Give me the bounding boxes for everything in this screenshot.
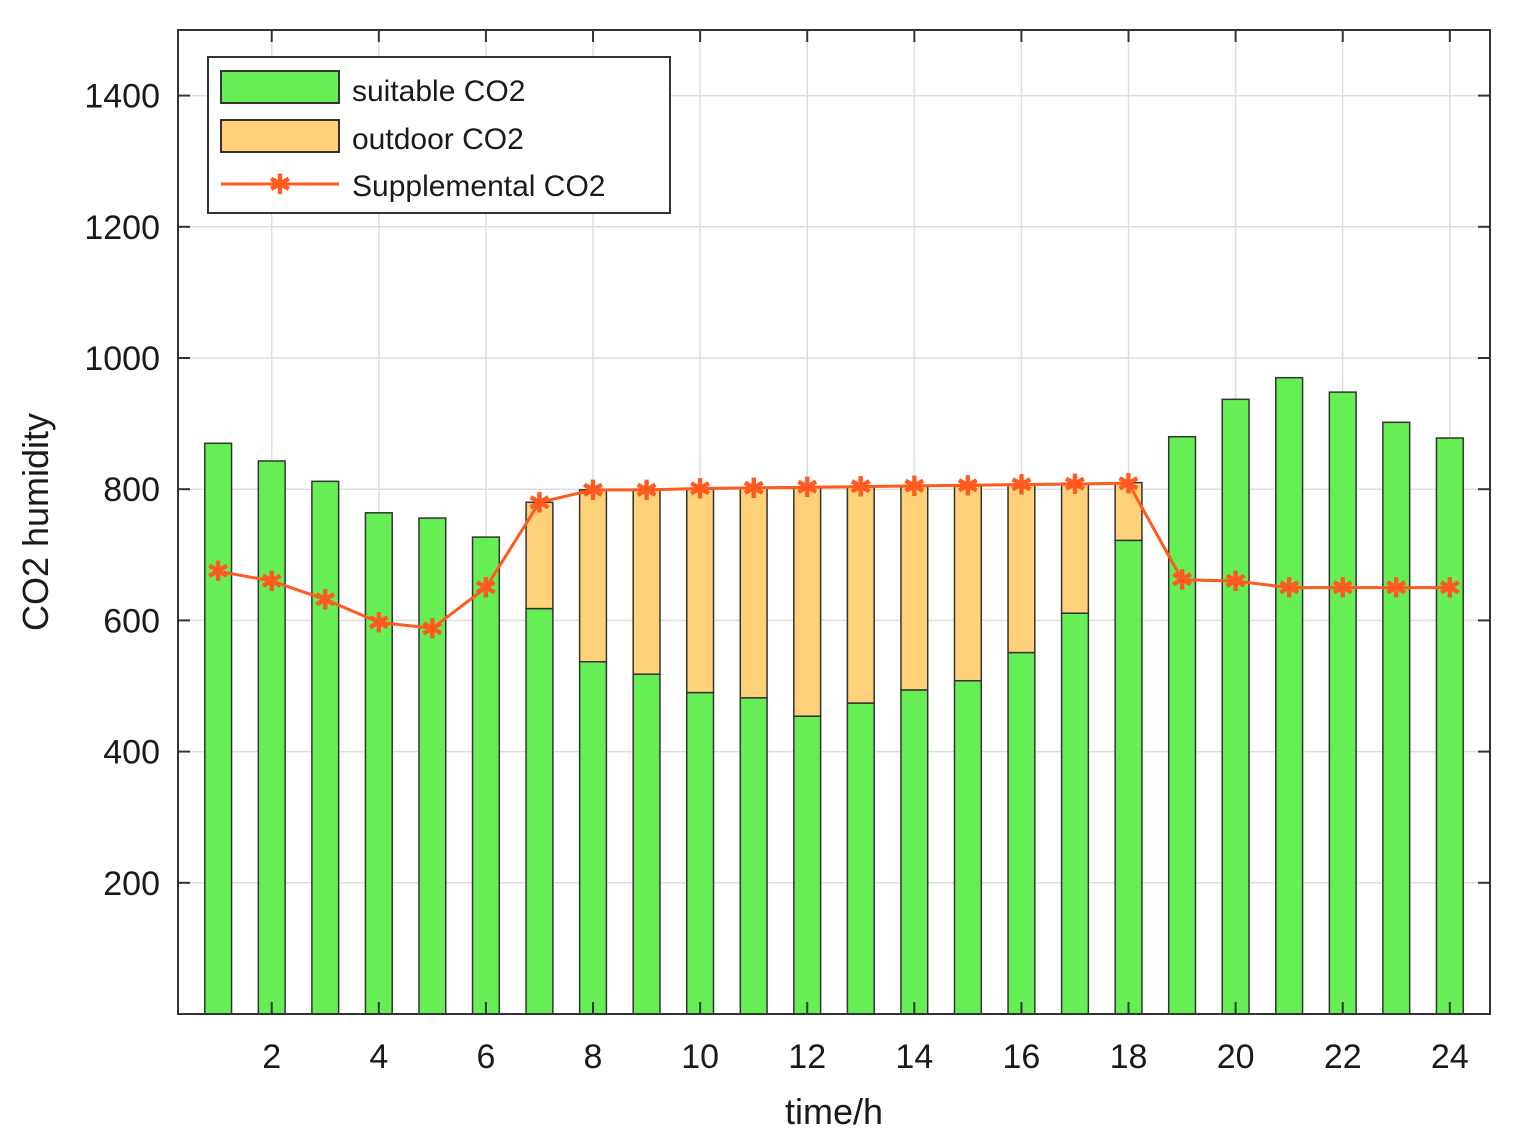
- bar-suitable: [953, 680, 983, 1015]
- supplemental-point: ✱: [849, 471, 872, 504]
- bar-suitable: [685, 691, 715, 1015]
- supplemental-point: ✱: [688, 473, 711, 506]
- y-tick-label: 400: [103, 734, 160, 772]
- bar-outdoor: [578, 489, 608, 663]
- x-tick-label: 22: [1324, 1038, 1362, 1076]
- bar-outdoor: [1007, 483, 1036, 654]
- supplemental-point: ✱: [1438, 572, 1461, 605]
- bar-outdoor: [685, 488, 715, 694]
- bar-suitable: [1435, 437, 1464, 1015]
- bar-outdoor: [900, 485, 929, 691]
- x-tick-label: 4: [369, 1038, 388, 1076]
- bar-suitable: [900, 689, 929, 1015]
- bar-outdoor: [793, 487, 822, 717]
- supplemental-point: ✱: [1385, 572, 1408, 605]
- legend-label-outdoor: outdoor CO2: [352, 123, 524, 156]
- legend-label-suitable: suitable CO2: [352, 75, 525, 108]
- y-tick-label: 1200: [84, 209, 160, 247]
- supplemental-point: ✱: [1117, 467, 1140, 500]
- bar-outdoor: [739, 487, 768, 699]
- legend-marker-supplemental: ✱: [268, 168, 291, 201]
- x-tick-label: 6: [476, 1038, 495, 1076]
- bar-outdoor: [953, 485, 983, 682]
- bar-suitable: [364, 512, 393, 1015]
- legend-swatch-outdoor: [220, 119, 340, 153]
- bar-suitable: [1060, 612, 1090, 1015]
- bar-suitable: [204, 442, 233, 1015]
- bar-suitable: [846, 702, 875, 1015]
- supplemental-point: ✱: [474, 572, 497, 605]
- y-tick-label: 1000: [84, 340, 160, 378]
- y-tick-label: 600: [103, 602, 160, 640]
- supplemental-point: ✱: [206, 555, 229, 588]
- x-tick-label: 14: [895, 1038, 933, 1076]
- supplemental-point: ✱: [260, 565, 283, 598]
- supplemental-point: ✱: [1063, 468, 1086, 501]
- supplemental-point: ✱: [795, 471, 818, 504]
- legend-label-supplemental: Supplemental CO2: [352, 170, 605, 203]
- x-tick-label: 24: [1431, 1038, 1469, 1076]
- supplemental-point: ✱: [1331, 572, 1354, 605]
- bar-outdoor: [1060, 482, 1090, 614]
- axis-ticks: [178, 30, 1490, 1014]
- bar-suitable: [257, 460, 286, 1015]
- bar-suitable: [739, 697, 768, 1015]
- supplemental-point: ✱: [1224, 565, 1247, 598]
- supplemental-point: ✱: [528, 486, 551, 519]
- bar-outdoor: [525, 501, 554, 610]
- y-tick-label: 800: [103, 471, 160, 509]
- bar-suitable: [632, 673, 661, 1015]
- bar-suitable: [1328, 391, 1357, 1015]
- x-tick-label: 12: [788, 1038, 826, 1076]
- bar-outdoor: [632, 488, 661, 675]
- bar-suitable: [578, 660, 608, 1015]
- x-axis-title: time/h: [785, 1091, 883, 1132]
- bar-suitable: [793, 715, 822, 1015]
- y-axis-title: CO2 humidity: [15, 413, 56, 631]
- x-tick-label: 16: [1003, 1038, 1041, 1076]
- plot-frame: [177, 29, 1491, 1015]
- bar-suitable: [471, 536, 501, 1015]
- x-tick-label: 18: [1110, 1038, 1148, 1076]
- supplemental-point: ✱: [1277, 572, 1300, 605]
- supplemental-point: ✱: [635, 474, 658, 507]
- bar-suitable: [1382, 421, 1411, 1015]
- supplemental-point: ✱: [421, 612, 444, 645]
- supplemental-point: ✱: [1010, 469, 1033, 502]
- bar-suitable: [525, 607, 554, 1015]
- bar-suitable: [1007, 651, 1036, 1015]
- supplemental-line-path: [217, 481, 1450, 630]
- supplemental-point: ✱: [1170, 564, 1193, 597]
- x-tick-label: 20: [1217, 1038, 1255, 1076]
- supplemental-line: ✱ ✱ ✱ ✱ ✱ ✱ ✱ ✱ ✱ ✱ ✱ ✱ ✱ ✱ ✱ ✱ ✱ ✱ ✱ ✱ ✱ ✱ ✱ ✱: [206, 467, 1461, 645]
- supplemental-point: ✱: [314, 583, 337, 616]
- supplemental-point: ✱: [367, 606, 390, 639]
- supplemental-point: ✱: [581, 474, 604, 507]
- bar-suitable: [418, 517, 447, 1015]
- bar-suitable: [311, 480, 340, 1015]
- bar-suitable: [1221, 398, 1250, 1015]
- y-tick-label: 200: [103, 865, 160, 903]
- legend: suitable CO2 outdoor CO2 ✱ Supplemental …: [207, 56, 671, 214]
- y-tick-label: 1400: [84, 78, 160, 116]
- bar-outdoor: [846, 485, 875, 704]
- bar-suitable: [1114, 539, 1143, 1015]
- x-tick-label: 8: [584, 1038, 603, 1076]
- x-tick-label: 2: [262, 1038, 281, 1076]
- x-tick-label: 10: [681, 1038, 719, 1076]
- supplemental-point: ✱: [742, 472, 765, 505]
- bars: [204, 376, 1464, 1015]
- bar-suitable: [1167, 435, 1197, 1015]
- legend-swatch-suitable: [220, 70, 340, 104]
- bar-suitable: [1275, 376, 1304, 1015]
- supplemental-point: ✱: [956, 469, 979, 502]
- supplemental-point: ✱: [903, 470, 926, 503]
